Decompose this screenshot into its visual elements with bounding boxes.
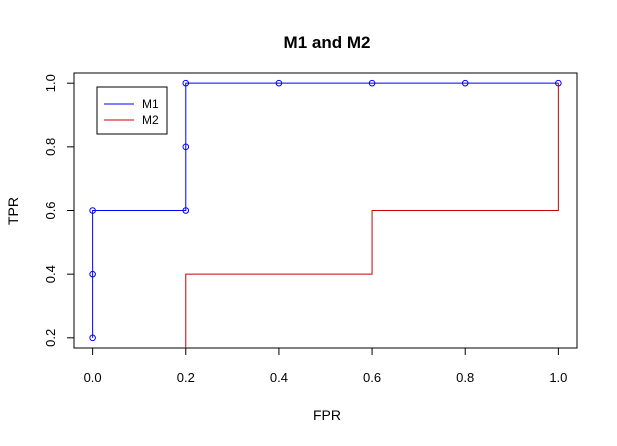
y-axis: 0.2 0.4 0.6 0.8 1.0: [43, 74, 75, 347]
x-tick-label: 0.0: [84, 370, 102, 385]
y-tick-label: 0.4: [43, 265, 58, 283]
series-m1-point: [182, 143, 190, 151]
y-tick-label: 0.8: [43, 138, 58, 156]
series-m1-line: [92, 82, 559, 338]
x-tick-label: 0.6: [363, 370, 381, 385]
x-axis-label: FPR: [313, 407, 341, 423]
series-m1-point: [89, 270, 96, 278]
series-m1-point: [89, 334, 96, 342]
y-tick-label: 0.2: [43, 329, 58, 347]
x-tick-label: 0.8: [456, 370, 474, 385]
series-m1-point: [368, 79, 376, 87]
x-tick-label: 0.2: [177, 370, 195, 385]
x-tick-label: 0.4: [270, 370, 288, 385]
y-tick-label: 1.0: [43, 74, 58, 92]
legend-label-m2: M2: [142, 113, 159, 127]
series-m1-point: [89, 207, 96, 214]
x-tick-label: 1.0: [549, 370, 567, 385]
series-m1-point: [182, 207, 190, 214]
series-layer: [89, 79, 562, 348]
y-tick-label: 0.6: [43, 201, 58, 219]
y-axis-label: TPR: [5, 197, 21, 225]
series-m1-point: [275, 79, 283, 87]
legend-box: [96, 86, 168, 135]
series-m1-point: [461, 79, 469, 87]
series-m1-point: [182, 79, 190, 87]
series-m2-line: [185, 83, 559, 348]
x-axis: 0.0 0.2 0.4 0.6 0.8 1.0: [84, 347, 567, 385]
chart-title: M1 and M2: [284, 33, 371, 52]
legend-label-m1: M1: [142, 97, 159, 111]
